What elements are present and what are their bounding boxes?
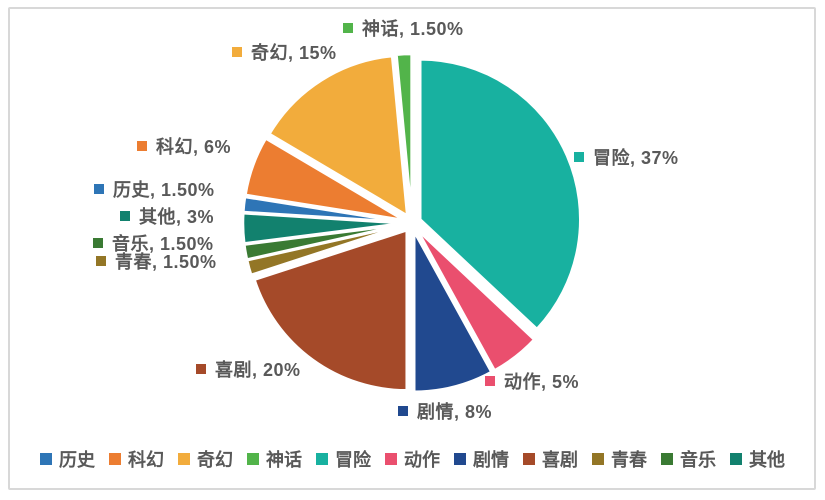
slice-label-text-comedy: 喜剧, 20% xyxy=(215,360,301,380)
slice-label-marker-icon-drama xyxy=(398,406,408,416)
legend-swatch-icon-myth xyxy=(247,453,259,465)
legend-swatch-icon-youth xyxy=(592,453,604,465)
legend-label-fantasy: 奇幻 xyxy=(197,450,233,470)
legend-swatch-icon-action xyxy=(385,453,397,465)
slice-label-text-myth: 神话, 1.50% xyxy=(362,19,464,39)
slice-label-history: 历史, 1.50% xyxy=(94,176,215,202)
slice-label-marker-icon-fantasy xyxy=(232,47,242,57)
slice-label-myth: 神话, 1.50% xyxy=(343,15,464,41)
legend-item-history: 历史 xyxy=(40,446,95,472)
slice-label-text-drama: 剧情, 8% xyxy=(417,402,493,422)
legend-item-action: 动作 xyxy=(385,446,440,472)
legend-item-other: 其他 xyxy=(730,446,785,472)
slice-label-marker-icon-other xyxy=(120,211,130,221)
legend-swatch-icon-music xyxy=(661,453,673,465)
legend-swatch-icon-scifi xyxy=(109,453,121,465)
slice-label-marker-icon-music xyxy=(93,238,103,248)
slice-label-marker-icon-history xyxy=(94,184,104,194)
slice-label-marker-icon-myth xyxy=(343,23,353,33)
legend-swatch-icon-comedy xyxy=(523,453,535,465)
legend-item-youth: 青春 xyxy=(592,446,647,472)
legend-item-scifi: 科幻 xyxy=(109,446,164,472)
slice-label-drama: 剧情, 8% xyxy=(398,398,492,424)
legend-item-fantasy: 奇幻 xyxy=(178,446,233,472)
legend-swatch-icon-drama xyxy=(454,453,466,465)
slice-label-marker-icon-youth xyxy=(96,256,106,266)
legend-item-comedy: 喜剧 xyxy=(523,446,578,472)
chart-border xyxy=(8,7,816,490)
pie-slice-history xyxy=(242,195,404,224)
slice-label-text-adventure: 冒险, 37% xyxy=(593,148,679,168)
slice-label-youth: 青春, 1.50% xyxy=(96,248,217,274)
pie-slice-action xyxy=(416,229,536,373)
slice-label-text-action: 动作, 5% xyxy=(504,372,580,392)
legend-item-drama: 剧情 xyxy=(454,446,509,472)
legend-label-comedy: 喜剧 xyxy=(542,450,578,470)
pie-slice-comedy xyxy=(252,228,408,392)
pie-slice-fantasy xyxy=(267,54,409,218)
slice-label-marker-icon-action xyxy=(485,376,495,386)
pie-slice-drama xyxy=(412,231,494,393)
pie-slice-myth xyxy=(395,52,413,215)
slice-label-text-fantasy: 奇幻, 15% xyxy=(251,43,337,63)
slice-label-action: 动作, 5% xyxy=(485,368,579,394)
slice-label-music: 音乐, 1.50% xyxy=(93,230,214,256)
slice-label-marker-icon-comedy xyxy=(196,364,206,374)
pie-slice-scifi xyxy=(244,136,405,222)
legend-label-other: 其他 xyxy=(749,450,785,470)
slice-label-text-history: 历史, 1.50% xyxy=(113,180,215,200)
slice-label-marker-icon-adventure xyxy=(574,152,584,162)
legend-item-adventure: 冒险 xyxy=(316,446,371,472)
pie-slice-adventure xyxy=(419,58,582,331)
legend-swatch-icon-history xyxy=(40,453,52,465)
slice-label-fantasy: 奇幻, 15% xyxy=(232,39,337,65)
legend-swatch-icon-other xyxy=(730,453,742,465)
legend-label-scifi: 科幻 xyxy=(128,450,164,470)
slice-label-text-music: 音乐, 1.50% xyxy=(112,234,214,254)
legend-item-music: 音乐 xyxy=(661,446,716,472)
legend-label-youth: 青春 xyxy=(611,450,647,470)
slice-label-text-scifi: 科幻, 6% xyxy=(156,137,232,157)
pie-slice-music xyxy=(242,223,404,261)
pie-slice-other xyxy=(241,211,404,245)
slice-label-comedy: 喜剧, 20% xyxy=(196,356,301,382)
legend-label-adventure: 冒险 xyxy=(335,450,371,470)
slice-label-text-youth: 青春, 1.50% xyxy=(115,252,217,272)
legend-item-myth: 神话 xyxy=(247,446,302,472)
legend-swatch-icon-adventure xyxy=(316,453,328,465)
legend-label-myth: 神话 xyxy=(266,450,302,470)
legend-swatch-icon-fantasy xyxy=(178,453,190,465)
legend: 历史 科幻 奇幻 神话 冒险 动作 剧情 喜剧 青春 音乐 其他 xyxy=(20,446,805,472)
slice-label-text-other: 其他, 3% xyxy=(139,207,215,227)
slice-label-marker-icon-scifi xyxy=(137,141,147,151)
legend-label-music: 音乐 xyxy=(680,450,716,470)
legend-label-drama: 剧情 xyxy=(473,450,509,470)
slice-label-adventure: 冒险, 37% xyxy=(574,144,679,170)
legend-label-action: 动作 xyxy=(404,450,440,470)
slice-label-other: 其他, 3% xyxy=(120,203,214,229)
slice-label-scifi: 科幻, 6% xyxy=(137,133,231,159)
legend-label-history: 历史 xyxy=(59,450,95,470)
